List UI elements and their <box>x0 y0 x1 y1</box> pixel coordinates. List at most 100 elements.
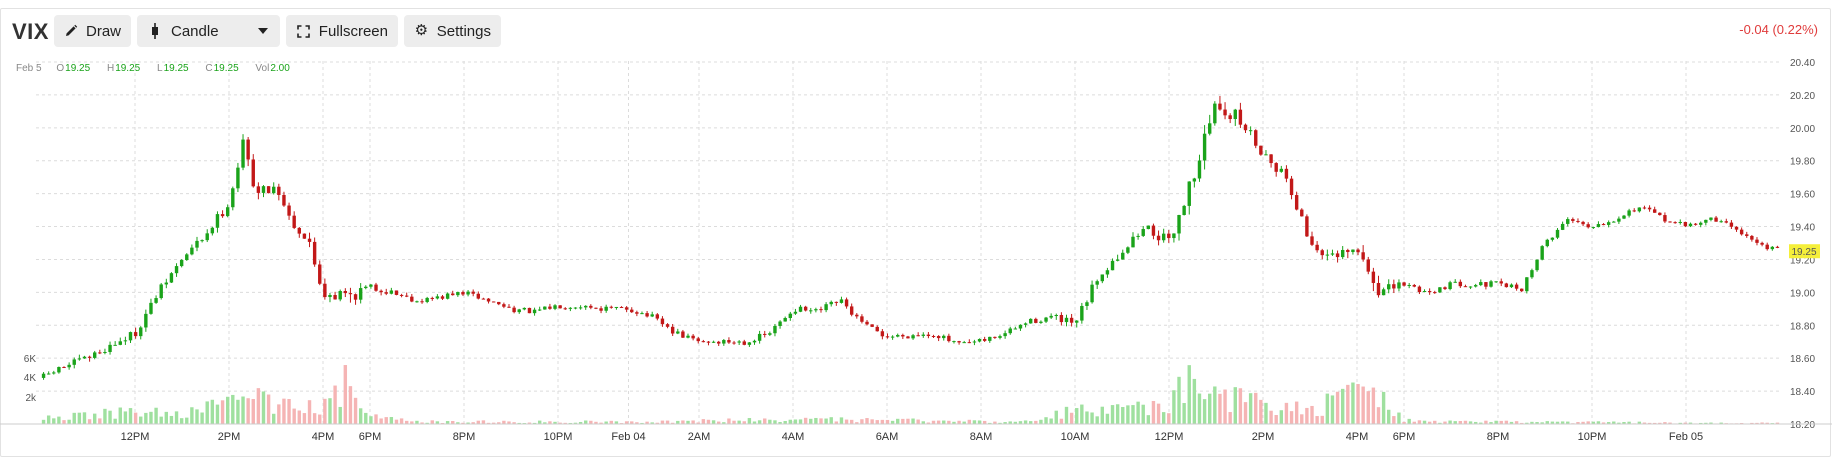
volume-bar <box>829 417 833 424</box>
fullscreen-button[interactable]: Fullscreen <box>286 15 398 47</box>
candle-body <box>793 311 798 314</box>
volume-bar <box>763 418 767 424</box>
volume-bar <box>1535 422 1539 424</box>
candle-body <box>967 342 972 344</box>
volume-bar <box>757 420 762 424</box>
volume-bar <box>282 398 286 424</box>
volume-bar <box>1141 404 1145 424</box>
candle-body <box>1560 223 1565 230</box>
chart-type-dropdown[interactable]: Candle <box>137 15 280 47</box>
volume-bar <box>1463 420 1468 424</box>
volume-bar <box>1591 421 1596 424</box>
volume-bar <box>716 421 721 424</box>
volume-bar <box>1417 420 1422 424</box>
volume-bar <box>486 422 491 424</box>
volume-bar <box>1709 422 1713 424</box>
candle-body <box>1658 212 1662 216</box>
candle-body <box>1136 235 1140 237</box>
volume-bar <box>875 420 879 424</box>
volume-bar <box>374 414 378 424</box>
volume-bar <box>809 418 813 424</box>
candle-body <box>87 356 92 358</box>
volume-bar <box>839 417 844 424</box>
candle-body <box>1601 224 1606 226</box>
candle-body <box>532 309 537 314</box>
candle-body <box>819 309 823 311</box>
low-label: L <box>157 63 163 74</box>
volume-bar <box>696 422 700 424</box>
volume-bar <box>947 420 951 424</box>
volume-bar <box>1371 387 1376 424</box>
candle-body <box>1504 283 1509 288</box>
volume-bar <box>517 422 521 424</box>
candle-body <box>716 341 721 344</box>
volume-bar <box>1765 422 1769 424</box>
volume-bar <box>425 422 429 424</box>
candle-body <box>752 340 757 343</box>
candle-body <box>1197 160 1202 179</box>
candle-body <box>839 299 844 303</box>
y-tick-label: 19.80 <box>1790 157 1815 168</box>
settings-button[interactable]: ⚙ Settings <box>404 15 501 47</box>
volume-bar <box>1223 389 1227 424</box>
volume-bar <box>1392 416 1396 424</box>
volume-bar <box>1361 386 1365 424</box>
candle-body <box>849 306 854 315</box>
candle-body <box>696 338 700 342</box>
candle-body <box>348 293 353 295</box>
volume-bar <box>451 421 455 424</box>
volume-bar <box>1397 412 1401 424</box>
volume-bar <box>962 421 966 424</box>
candle-body <box>1453 281 1457 283</box>
draw-button[interactable]: Draw <box>54 15 131 47</box>
x-tick-label: 8AM <box>970 431 993 443</box>
candle-body <box>144 313 148 328</box>
volume-bar <box>502 420 506 424</box>
volume-bar <box>1121 407 1125 424</box>
y-tick-label: 20.00 <box>1790 124 1815 135</box>
y-tick-label: 19.60 <box>1790 190 1815 201</box>
candle-body <box>660 318 665 325</box>
candle-body <box>220 214 225 217</box>
volume-bar <box>773 420 777 424</box>
draw-label: Draw <box>86 22 122 40</box>
volume-bar <box>1560 421 1565 424</box>
candle-body <box>1069 317 1074 323</box>
volume-bar <box>231 394 235 424</box>
last-price-marker: 19.25 <box>1789 244 1820 259</box>
candle-body <box>1366 259 1370 272</box>
x-tick-label: 8PM <box>1487 431 1510 443</box>
volume-tick-label: 2k <box>25 393 37 404</box>
candle-body <box>476 293 481 299</box>
candle-body <box>1606 222 1611 225</box>
volume-bar <box>205 401 209 424</box>
volume-bar <box>98 418 102 424</box>
candle-body <box>1468 286 1473 288</box>
candle-body <box>1213 103 1217 124</box>
volume-bar <box>543 422 547 424</box>
volume-bar <box>650 422 654 424</box>
volume-bar <box>1320 415 1324 424</box>
candle-body <box>302 233 307 239</box>
volume-bar <box>573 422 578 424</box>
volume-bar <box>701 419 706 424</box>
candle-body <box>1555 229 1560 238</box>
candle-body <box>1745 234 1749 236</box>
volume-bar <box>921 421 925 424</box>
candle-body <box>1402 282 1406 286</box>
candle-body <box>757 333 762 341</box>
candle-body <box>1208 123 1212 134</box>
candle-body <box>1775 246 1780 248</box>
last-price-badge <box>1789 244 1820 259</box>
volume-bar <box>936 420 941 424</box>
volume-bar <box>481 420 486 424</box>
candle-body <box>1371 271 1376 283</box>
candle-body <box>1433 292 1437 294</box>
volume-bar <box>844 419 849 424</box>
x-tick-label: 4PM <box>312 431 335 443</box>
volume-bar <box>537 420 542 424</box>
volume-bar <box>803 417 808 424</box>
volume-bar <box>1668 422 1672 424</box>
volume-bar <box>635 422 639 424</box>
